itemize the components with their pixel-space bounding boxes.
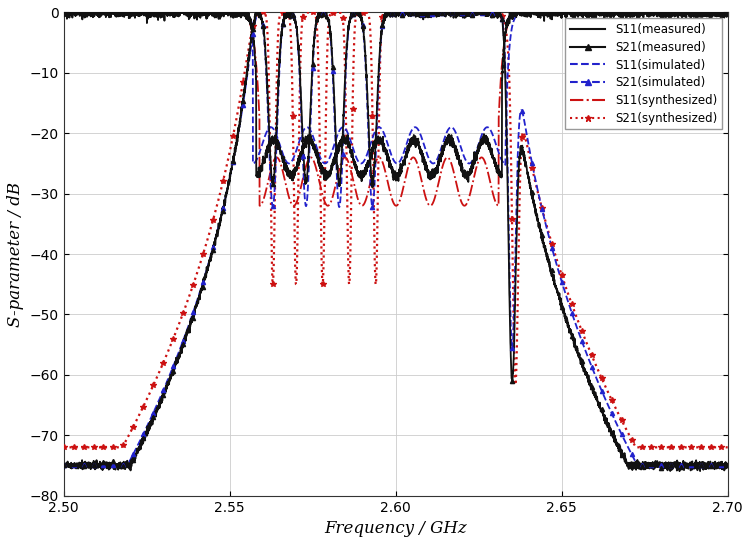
X-axis label: Frequency / GHz: Frequency / GHz [324,520,467,537]
Legend: S11(measured), S21(measured), S11(simulated), S21(simulated), S11(synthesized), : S11(measured), S21(measured), S11(simula… [566,18,722,129]
Y-axis label: S-parameter / dB: S-parameter / dB [7,182,24,326]
